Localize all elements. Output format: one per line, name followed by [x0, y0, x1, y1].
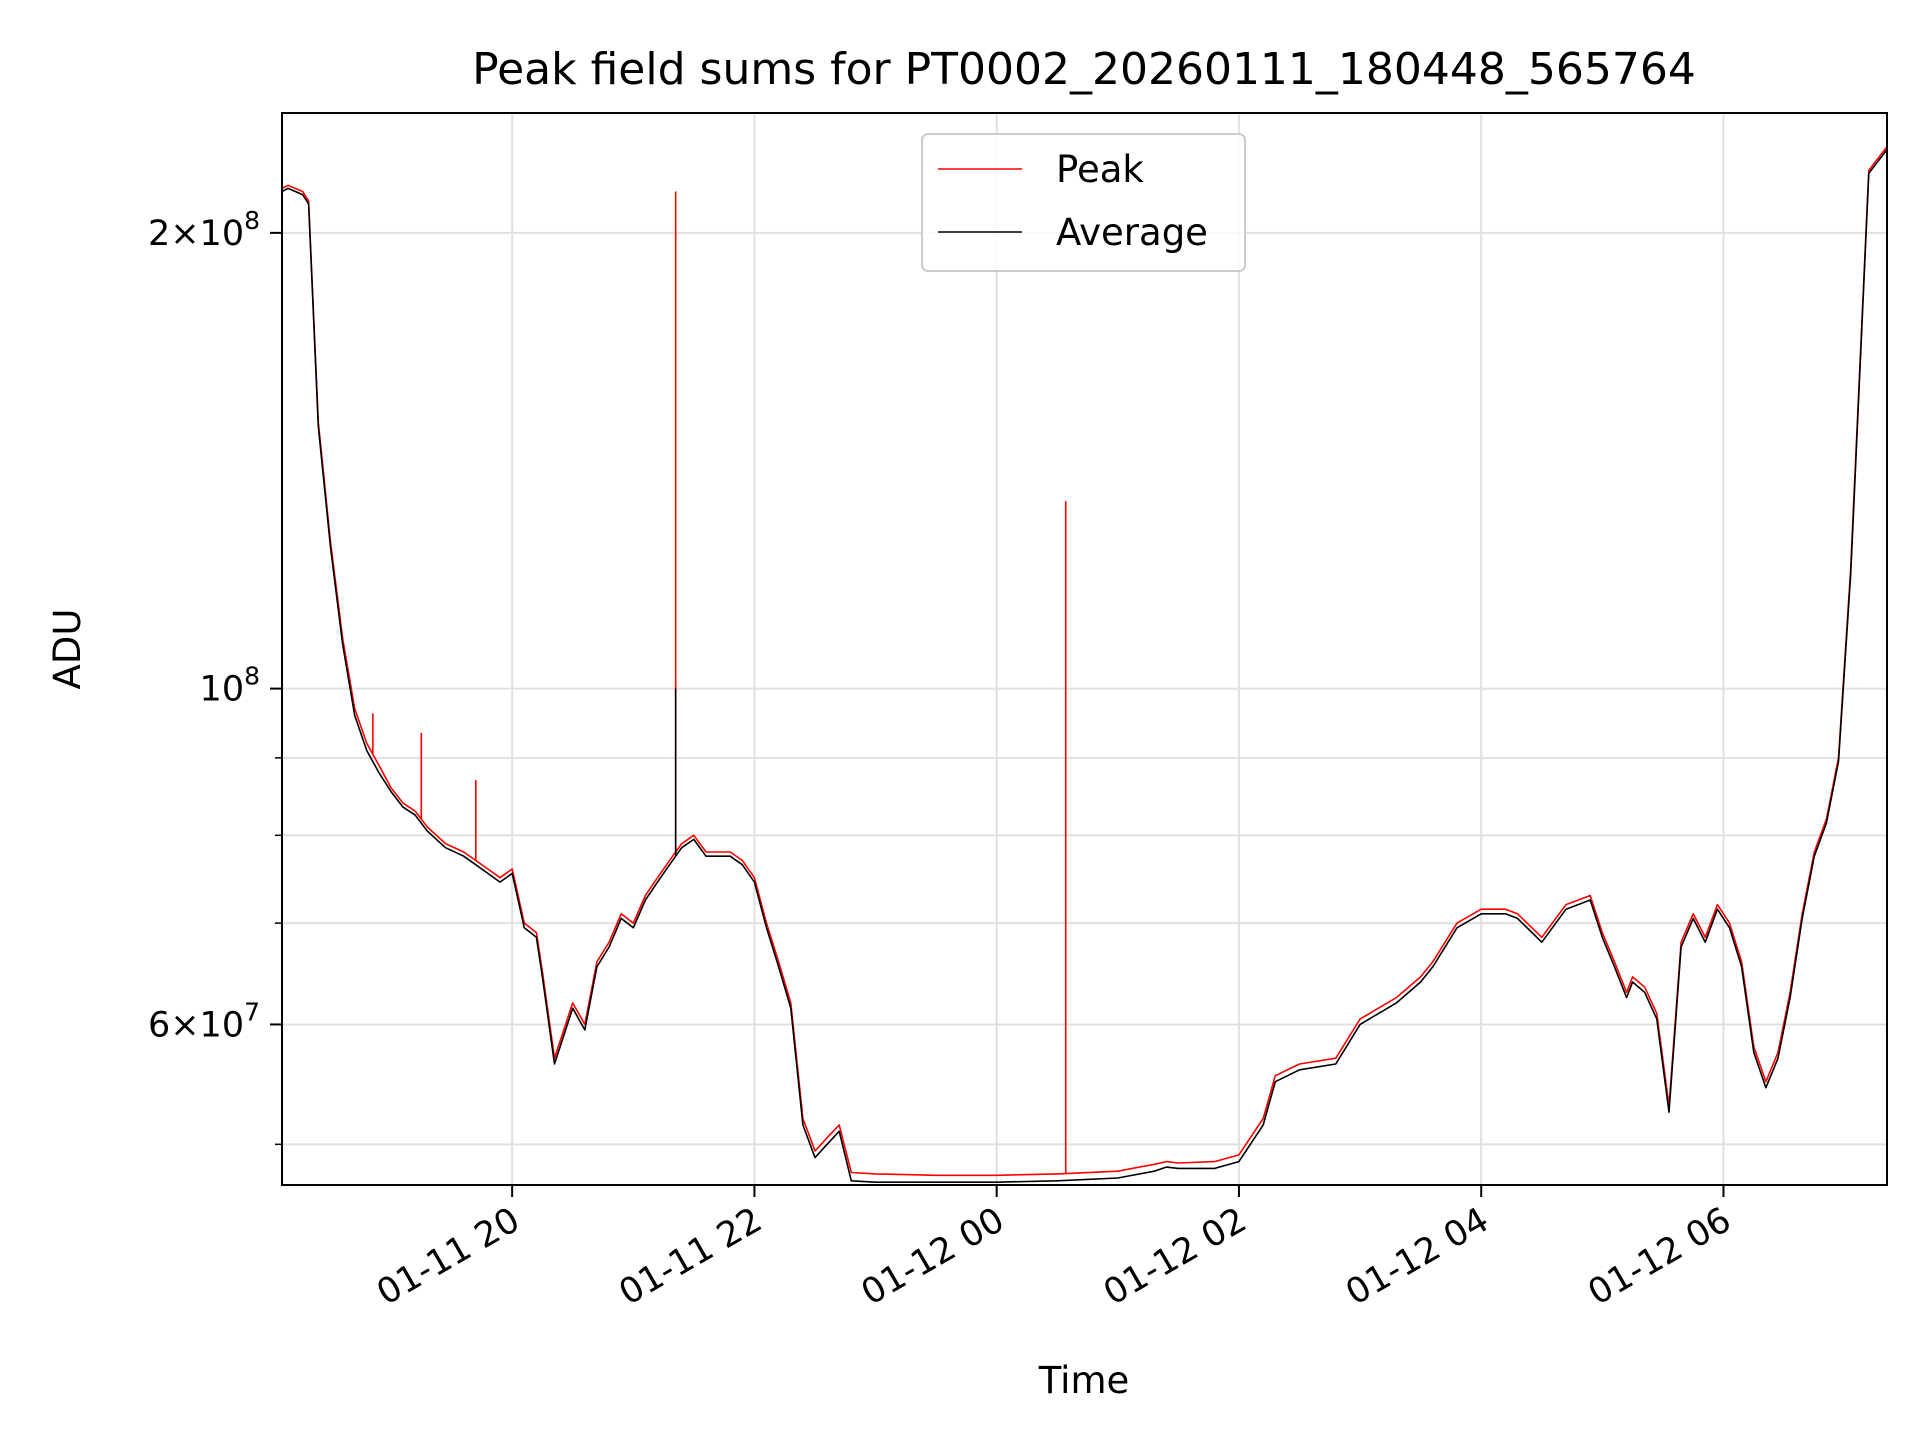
- legend-label-average: Average: [1056, 211, 1208, 254]
- y-axis: 6×107 108 2×108: [148, 206, 282, 1146]
- chart-title: Peak field sums for PT0002_20260111_1804…: [472, 44, 1696, 95]
- y-axis-label: ADU: [46, 609, 89, 690]
- y-tick-label: 6×107: [148, 997, 260, 1045]
- y-tick-label: 2×108: [148, 206, 260, 254]
- series-line-peak: [282, 146, 1887, 1177]
- series-layer: [282, 146, 1887, 1183]
- x-axis-label: Time: [1038, 1359, 1130, 1402]
- y-tick-label: 108: [200, 662, 260, 710]
- legend-label-peak: Peak: [1056, 148, 1144, 191]
- series-line-average: [282, 149, 1887, 1183]
- plot-frame: [281, 112, 1888, 1186]
- legend: Peak Average: [921, 133, 1246, 272]
- grid: [282, 113, 1887, 1185]
